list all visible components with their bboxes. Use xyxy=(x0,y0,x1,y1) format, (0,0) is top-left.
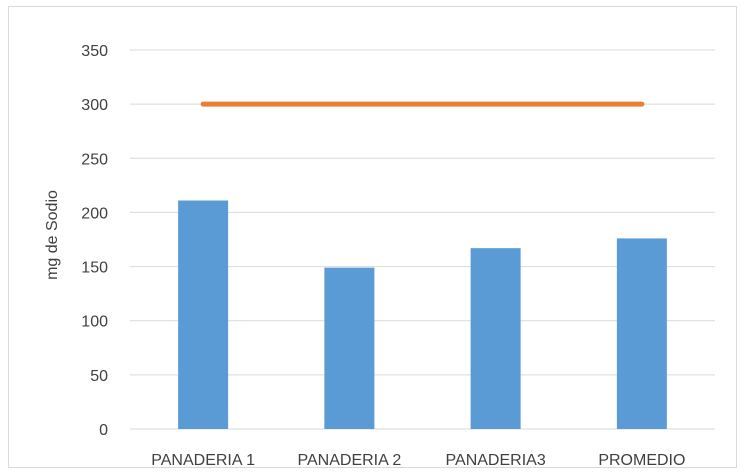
y-tick-labels: 0 50 100 150 200 250 300 350 xyxy=(81,43,108,439)
bar xyxy=(616,238,667,429)
y-tick-label: 350 xyxy=(81,43,108,60)
bar xyxy=(324,267,375,429)
y-tick-label: 0 xyxy=(99,422,108,439)
bar xyxy=(178,200,229,429)
bar xyxy=(470,248,521,429)
x-tick-label: PANADERIA 1 xyxy=(151,452,255,469)
y-tick-label: 250 xyxy=(81,151,108,168)
y-tick-label: 300 xyxy=(81,97,108,114)
y-tick-label: 100 xyxy=(81,314,108,331)
y-tick-label: 200 xyxy=(81,205,108,222)
y-tick-label: 150 xyxy=(81,260,108,277)
bar-series xyxy=(178,200,667,429)
y-tick-label: 50 xyxy=(90,368,108,385)
x-tick-labels: PANADERIA 1 PANADERIA 2 PANADERIA3 PROMEDIO xyxy=(151,452,685,469)
y-axis-title: mg de Sodio xyxy=(44,190,61,280)
x-tick-label: PANADERIA3 xyxy=(446,452,546,469)
x-tick-label: PROMEDIO xyxy=(598,452,685,469)
x-tick-label: PANADERIA 2 xyxy=(298,452,402,469)
